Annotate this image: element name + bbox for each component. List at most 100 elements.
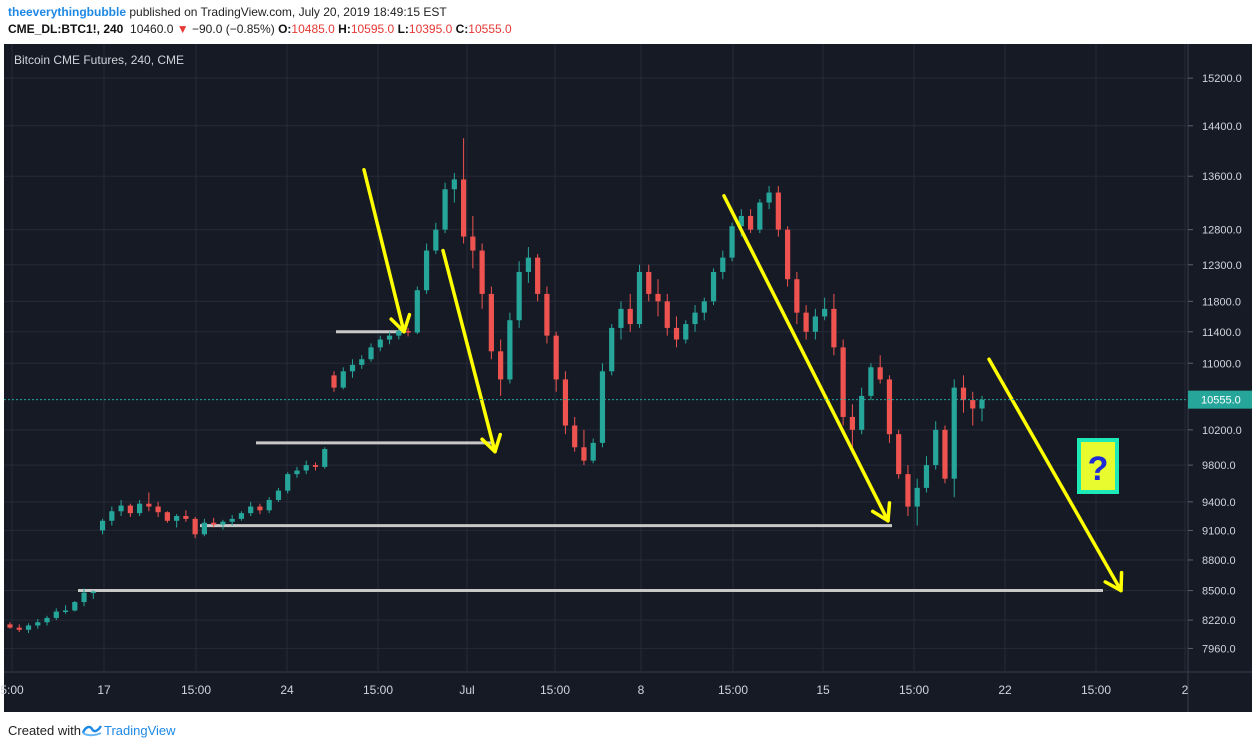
- candle[interactable]: [331, 371, 337, 392]
- candle[interactable]: [692, 305, 698, 332]
- candle[interactable]: [442, 182, 448, 234]
- candle[interactable]: [914, 478, 920, 526]
- candle[interactable]: [849, 404, 855, 448]
- candle[interactable]: [488, 286, 494, 360]
- candle[interactable]: [673, 316, 680, 348]
- candle[interactable]: [322, 447, 328, 469]
- candle[interactable]: [183, 510, 189, 522]
- candle[interactable]: [747, 209, 754, 234]
- candle[interactable]: [146, 492, 152, 512]
- candle[interactable]: [201, 518, 207, 537]
- candle[interactable]: [572, 416, 578, 452]
- candle[interactable]: [590, 438, 596, 464]
- candle[interactable]: [423, 243, 430, 294]
- author-link[interactable]: theeverythingbubble: [8, 5, 127, 19]
- candle[interactable]: [859, 387, 865, 435]
- candle[interactable]: [655, 279, 661, 317]
- candle[interactable]: [294, 466, 300, 478]
- candle[interactable]: [155, 501, 161, 517]
- candle[interactable]: [377, 335, 383, 352]
- candle[interactable]: [664, 293, 670, 336]
- question-mark-box[interactable]: ?: [1077, 438, 1119, 494]
- candle[interactable]: [803, 305, 809, 340]
- candle[interactable]: [942, 425, 948, 484]
- candle[interactable]: [433, 222, 439, 255]
- candle[interactable]: [7, 622, 13, 629]
- candle[interactable]: [646, 264, 652, 302]
- candle[interactable]: [414, 286, 420, 335]
- candle[interactable]: [470, 215, 476, 269]
- candle[interactable]: [896, 429, 902, 479]
- candle[interactable]: [562, 371, 569, 435]
- candle[interactable]: [951, 379, 957, 498]
- candle[interactable]: [396, 327, 402, 340]
- price-chart[interactable]: 10555.0? 15200.0 14400.0 13600.0 12800.0 123…: [0, 42, 1256, 714]
- candle[interactable]: [701, 297, 707, 321]
- candle[interactable]: [16, 624, 22, 632]
- candle[interactable]: [868, 363, 874, 401]
- candle[interactable]: [720, 250, 726, 280]
- candle[interactable]: [62, 605, 69, 614]
- candle[interactable]: [923, 456, 930, 493]
- candle[interactable]: [498, 339, 504, 396]
- candle[interactable]: [479, 243, 485, 309]
- plot-area[interactable]: [4, 44, 1188, 672]
- candle[interactable]: [757, 199, 763, 234]
- candle[interactable]: [766, 185, 772, 210]
- candle[interactable]: [368, 343, 374, 362]
- candle[interactable]: [618, 301, 624, 340]
- candle[interactable]: [507, 312, 513, 384]
- trend-arrow[interactable]: [722, 194, 892, 523]
- candle[interactable]: [794, 271, 800, 325]
- candle[interactable]: [312, 462, 319, 471]
- candle[interactable]: [516, 261, 522, 328]
- price-axis[interactable]: [1188, 44, 1252, 672]
- candle[interactable]: [905, 465, 911, 517]
- candle[interactable]: [581, 429, 587, 466]
- tradingview-brand[interactable]: TradingView: [104, 723, 176, 738]
- candle[interactable]: [229, 515, 235, 526]
- candle[interactable]: [451, 172, 457, 203]
- candle[interactable]: [970, 391, 976, 426]
- candle[interactable]: [303, 460, 309, 475]
- candle[interactable]: [25, 623, 32, 634]
- candle[interactable]: [729, 222, 735, 262]
- candle[interactable]: [164, 511, 170, 523]
- candle[interactable]: [461, 138, 467, 244]
- candle[interactable]: [257, 503, 263, 515]
- candle[interactable]: [553, 331, 559, 392]
- trend-arrow[interactable]: [441, 248, 503, 454]
- candle[interactable]: [822, 297, 828, 321]
- candle[interactable]: [627, 293, 633, 332]
- candle[interactable]: [349, 359, 356, 378]
- candle[interactable]: [118, 499, 124, 517]
- candle[interactable]: [960, 375, 967, 413]
- candle[interactable]: [535, 254, 541, 302]
- candle[interactable]: [831, 293, 837, 356]
- candle[interactable]: [886, 375, 893, 443]
- candle[interactable]: [81, 588, 87, 607]
- candle[interactable]: [266, 497, 272, 514]
- candle[interactable]: [840, 339, 846, 426]
- trend-arrow[interactable]: [362, 167, 412, 334]
- candle[interactable]: [386, 331, 393, 345]
- candle[interactable]: [636, 264, 643, 328]
- candle[interactable]: [137, 499, 143, 517]
- candle[interactable]: [90, 590, 96, 599]
- candle[interactable]: [340, 367, 346, 390]
- candle[interactable]: [35, 619, 41, 629]
- candle[interactable]: [174, 514, 180, 528]
- candle[interactable]: [933, 421, 939, 470]
- candle[interactable]: [192, 516, 198, 539]
- candle[interactable]: [599, 363, 606, 448]
- trend-arrow[interactable]: [987, 357, 1124, 593]
- candle[interactable]: [53, 608, 59, 621]
- candle[interactable]: [238, 511, 245, 521]
- candle[interactable]: [109, 506, 115, 526]
- candle[interactable]: [683, 320, 689, 344]
- candle[interactable]: [812, 308, 818, 340]
- candle[interactable]: [525, 247, 531, 283]
- candle[interactable]: [405, 327, 411, 337]
- candle[interactable]: [710, 268, 717, 306]
- candle[interactable]: [285, 472, 291, 494]
